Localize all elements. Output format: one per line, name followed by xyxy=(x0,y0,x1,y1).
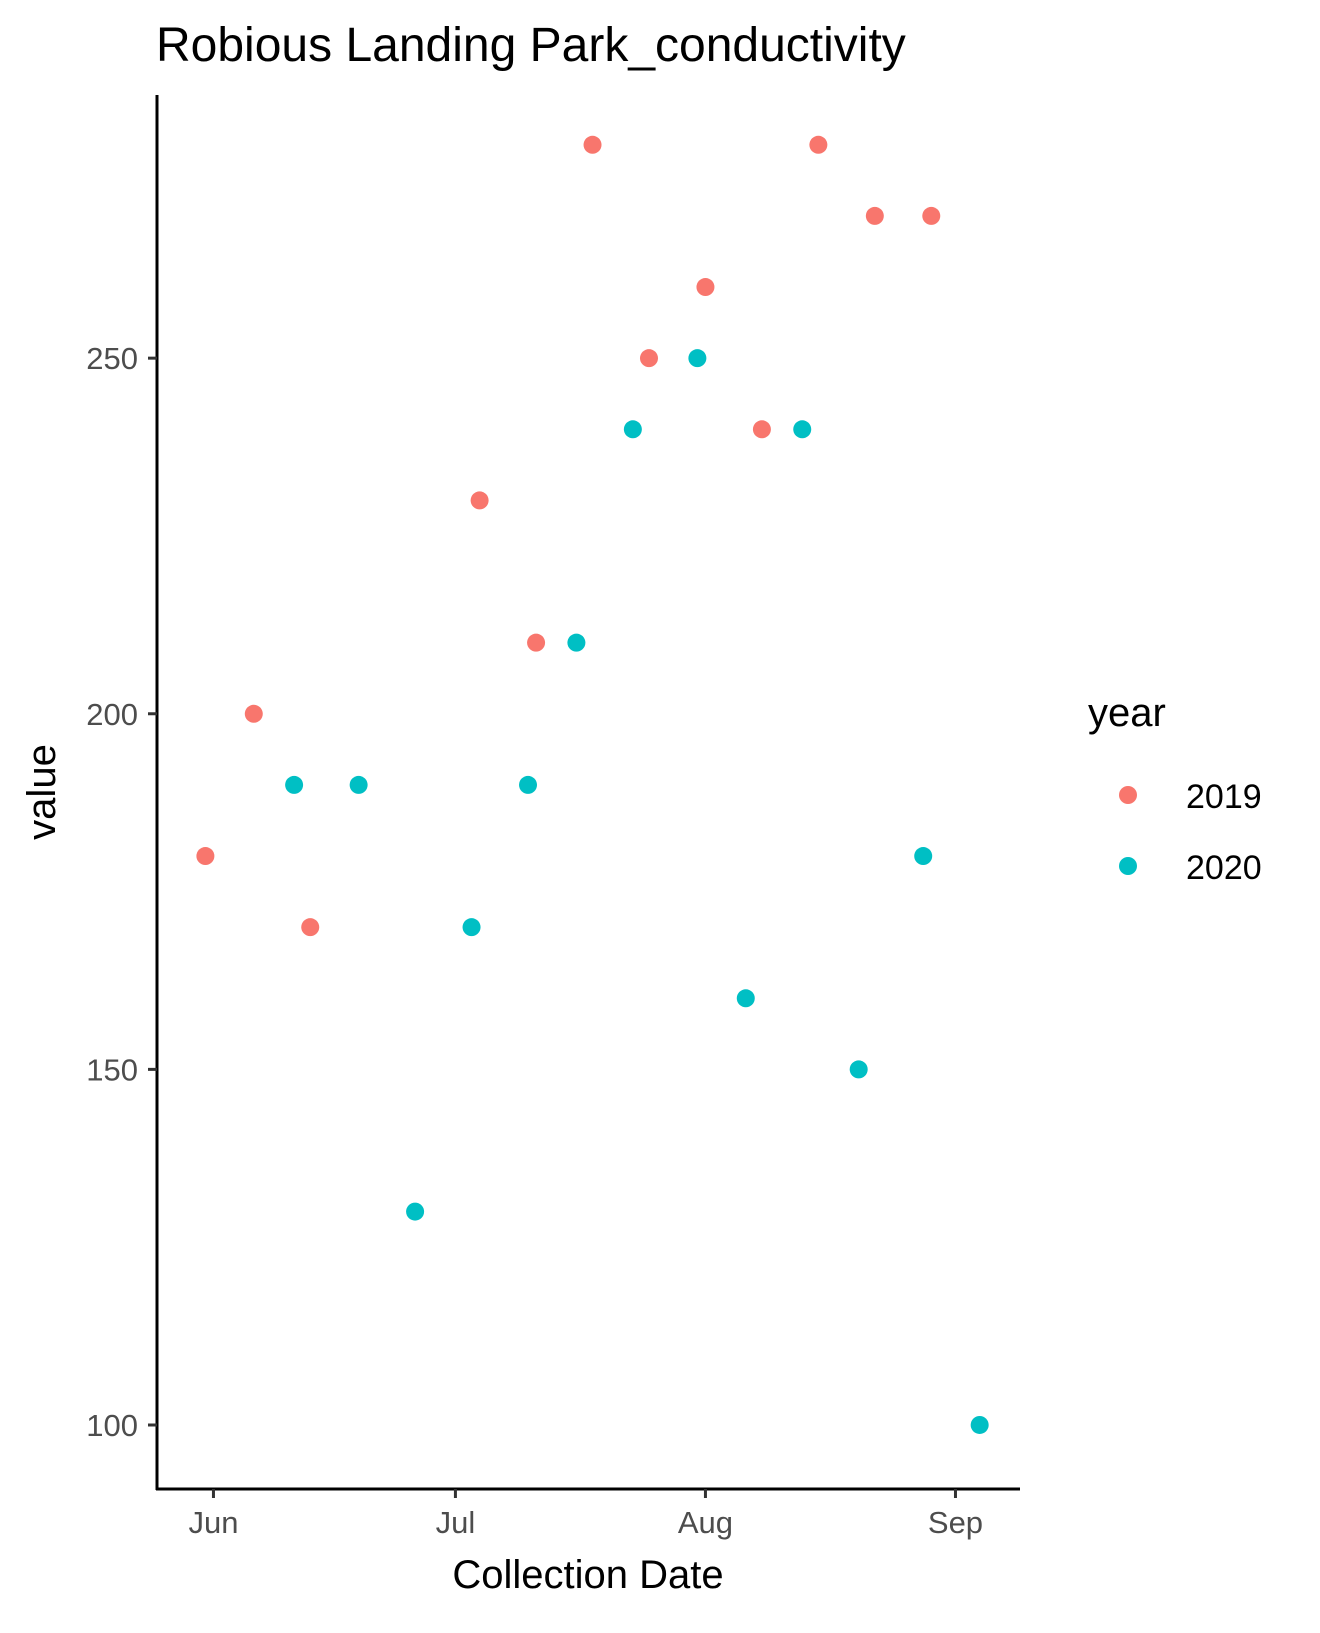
data-point xyxy=(688,349,707,368)
data-point xyxy=(462,918,481,937)
legend-key-2019 xyxy=(1119,786,1137,804)
data-point xyxy=(244,704,263,723)
x-tick-label: Sep xyxy=(928,1505,983,1540)
data-point xyxy=(639,349,658,368)
data-point xyxy=(406,1202,425,1221)
data-point xyxy=(301,918,320,937)
y-axis-label: value xyxy=(20,744,64,840)
y-tick-label: 150 xyxy=(86,1052,138,1087)
x-tick-label: Jul xyxy=(436,1505,476,1540)
data-point xyxy=(285,775,304,794)
y-tick-label: 100 xyxy=(86,1408,138,1443)
data-point xyxy=(849,1060,868,1079)
data-point xyxy=(736,989,755,1008)
legend-label: 2020 xyxy=(1186,849,1262,887)
data-point xyxy=(583,135,602,154)
data-point xyxy=(922,206,941,225)
x-axis: Jun Jul Aug Sep xyxy=(156,1487,1020,1540)
data-point xyxy=(793,420,812,439)
legend-label: 2019 xyxy=(1186,778,1262,816)
data-point xyxy=(519,775,538,794)
data-point xyxy=(623,420,642,439)
data-point xyxy=(349,775,368,794)
x-tick-label: Jun xyxy=(188,1505,238,1540)
data-point xyxy=(470,491,489,510)
data-point xyxy=(196,847,215,866)
series-2020 xyxy=(285,349,989,1434)
legend: year 2019 2020 xyxy=(1088,691,1262,887)
data-point xyxy=(865,206,884,225)
data-point xyxy=(696,278,715,297)
data-point xyxy=(914,847,933,866)
y-tick-label: 250 xyxy=(86,341,138,376)
data-point xyxy=(527,633,546,652)
data-point xyxy=(567,633,586,652)
chart-title: Robious Landing Park_conductivity xyxy=(156,19,906,72)
x-tick-label: Aug xyxy=(678,1505,733,1540)
series-2019 xyxy=(196,135,941,937)
y-axis: 100 150 200 250 xyxy=(86,95,159,1490)
legend-key-2020 xyxy=(1119,857,1137,875)
data-point xyxy=(809,135,828,154)
plot-area xyxy=(196,135,989,1434)
data-point xyxy=(970,1415,989,1434)
legend-title: year xyxy=(1088,691,1166,735)
data-point xyxy=(752,420,771,439)
y-tick-label: 200 xyxy=(86,697,138,732)
x-axis-label: Collection Date xyxy=(452,1553,723,1597)
